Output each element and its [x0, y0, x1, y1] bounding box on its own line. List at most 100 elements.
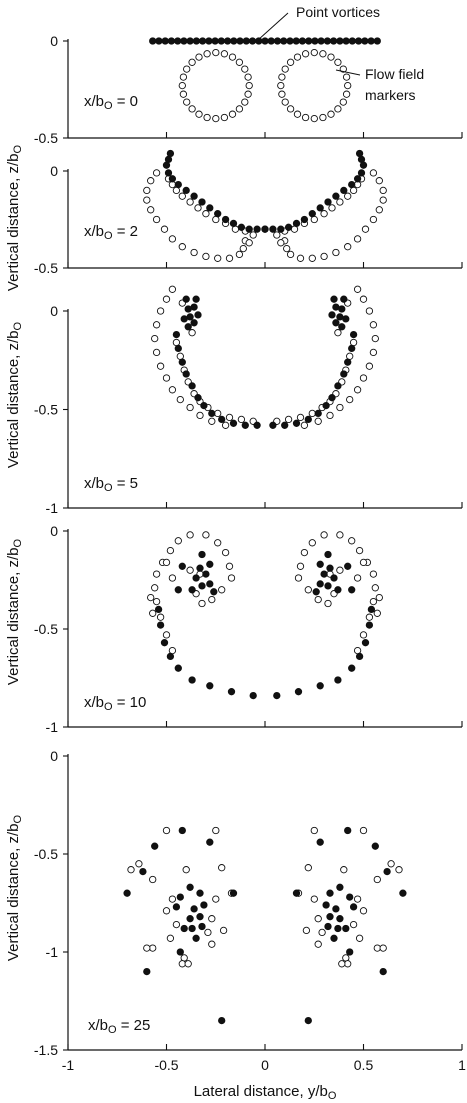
- marker-point: [178, 192, 186, 200]
- vortex-point: [217, 37, 225, 45]
- vortex-point: [344, 562, 352, 570]
- marker-point: [281, 98, 289, 106]
- vortex-point: [383, 867, 391, 876]
- marker-point: [156, 307, 165, 315]
- vortex-point: [172, 330, 181, 339]
- vortex-point: [198, 922, 206, 931]
- marker-point: [365, 307, 374, 315]
- marker-point: [355, 546, 364, 555]
- vortex-point: [202, 570, 210, 578]
- vortex-point: [334, 676, 342, 684]
- marker-point: [310, 48, 318, 57]
- y-tick-label: -1: [46, 500, 59, 516]
- vortex-point: [166, 652, 175, 661]
- marker-point: [373, 609, 381, 617]
- vortex-point: [346, 893, 354, 901]
- vortex-point: [298, 37, 307, 45]
- marker-point: [176, 395, 184, 404]
- vortex-point: [155, 37, 163, 45]
- marker-point: [304, 864, 312, 872]
- vortex-point: [196, 913, 204, 921]
- marker-point: [152, 348, 161, 357]
- annotation-flow-field-1: Flow field: [365, 66, 424, 82]
- vortex-point: [316, 580, 324, 588]
- annotation-point-vortices: Point vortices: [296, 4, 380, 20]
- marker-point: [369, 597, 378, 606]
- vortex-point: [324, 550, 332, 559]
- vortex-point: [357, 169, 366, 177]
- marker-point: [166, 546, 175, 555]
- marker-point: [162, 826, 171, 835]
- vortex-point: [149, 37, 157, 45]
- marker-point: [244, 90, 252, 98]
- marker-point: [241, 98, 249, 106]
- marker-point: [353, 895, 362, 903]
- vortex-point: [286, 37, 294, 45]
- vortex-point: [206, 204, 214, 212]
- x-tick-label: -0.5: [154, 1057, 178, 1073]
- marker-point: [353, 574, 362, 582]
- vortex-point: [361, 639, 370, 647]
- y-tick-label: 0: [50, 163, 58, 179]
- marker-point: [346, 395, 354, 404]
- vortex-point: [300, 215, 309, 224]
- marker-point: [152, 597, 161, 606]
- marker-point: [379, 944, 387, 952]
- marker-point: [277, 239, 285, 247]
- marker-point: [369, 348, 378, 357]
- marker-point: [342, 90, 351, 98]
- vortex-point: [174, 180, 182, 189]
- panels-group: 0 -0.5 x/bO = 0 0 -0.5 x/bO = 2 0 -0.5 -1 x/bO = …: [34, 33, 463, 1058]
- marker-point: [296, 254, 305, 262]
- marker-point: [178, 243, 186, 251]
- marker-point: [196, 411, 204, 420]
- marker-point: [334, 58, 342, 66]
- marker-point: [183, 98, 191, 106]
- marker-point: [195, 53, 203, 61]
- marker-point: [190, 248, 198, 257]
- marker-point: [204, 928, 212, 937]
- marker-point: [225, 254, 234, 262]
- marker-point: [186, 403, 194, 412]
- vortex-point: [326, 889, 334, 897]
- marker-point: [186, 566, 194, 574]
- marker-point: [220, 113, 229, 122]
- marker-point: [212, 895, 220, 903]
- vortex-point: [281, 421, 289, 429]
- marker-point: [327, 53, 335, 61]
- marker-point: [195, 110, 203, 118]
- vortex-point: [253, 421, 261, 429]
- marker-point: [221, 421, 230, 429]
- vortex-point: [353, 175, 362, 183]
- marker-point: [278, 73, 286, 81]
- marker-point: [149, 944, 157, 952]
- marker-point: [342, 73, 351, 81]
- vortex-point: [316, 560, 324, 568]
- marker-point: [194, 204, 202, 212]
- vortex-point: [182, 370, 190, 378]
- vortex-point: [190, 303, 198, 311]
- vortex-point: [316, 682, 324, 690]
- vortex-point: [198, 37, 207, 45]
- vortex-point: [156, 621, 165, 629]
- marker-point: [168, 895, 177, 903]
- vortex-point: [336, 313, 344, 321]
- marker-point: [336, 566, 344, 574]
- y-axis-title-panel-2: Vertical distance, z/bO: [5, 144, 24, 291]
- y-tick-label: -0.5: [34, 846, 58, 862]
- vortex-point: [161, 37, 169, 45]
- y-tick-label: -0.5: [34, 260, 58, 276]
- marker-point: [286, 105, 295, 113]
- vortex-point: [178, 826, 186, 835]
- marker-point: [186, 531, 194, 539]
- marker-point: [179, 73, 188, 81]
- marker-point: [342, 954, 350, 962]
- marker-point: [310, 826, 318, 835]
- vortex-point: [292, 419, 301, 427]
- y-tick-label: 0: [50, 523, 58, 539]
- marker-point: [375, 593, 383, 602]
- vortex-point: [160, 639, 169, 647]
- vortex-point: [332, 319, 340, 327]
- vortex-point: [198, 198, 206, 206]
- marker-point: [249, 231, 257, 239]
